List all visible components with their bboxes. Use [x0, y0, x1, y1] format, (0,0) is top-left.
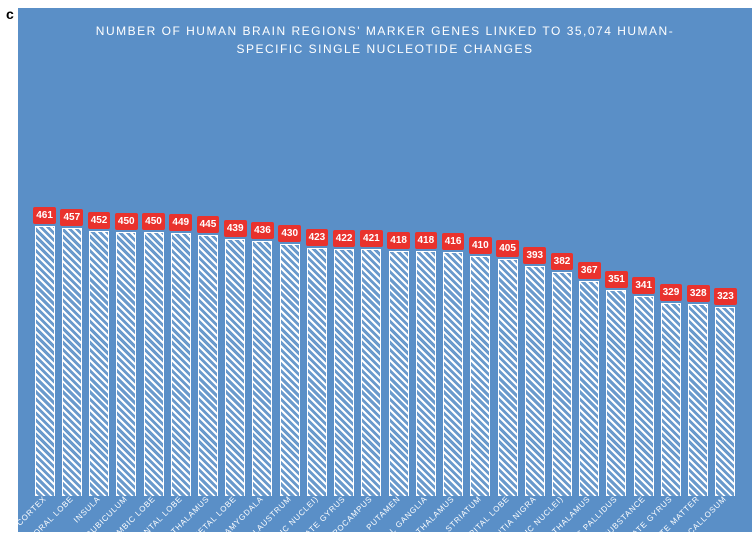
bar [144, 232, 164, 496]
chart-area: NUMBER OF HUMAN BRAIN REGIONS' MARKER GE… [18, 8, 752, 532]
bar [89, 231, 109, 496]
chart-title: NUMBER OF HUMAN BRAIN REGIONS' MARKER GE… [58, 22, 712, 58]
bar [606, 290, 626, 496]
bar [225, 239, 245, 496]
plot-area: 461CEREBRAL CORTEX457TEMPORAL LOBE452INS… [28, 76, 742, 496]
bar-group: 445THALAMUS [195, 216, 220, 496]
bar [334, 249, 354, 496]
bar [116, 232, 136, 496]
bar-group: 393SUBSTANTIA NIGRA [522, 247, 547, 496]
bar-group: 418BASAL GANGLIA [413, 232, 438, 496]
value-label: 421 [360, 230, 383, 247]
bar [715, 307, 735, 496]
bar [634, 296, 654, 496]
bar [389, 251, 409, 496]
bar [280, 244, 300, 496]
bar-group: 323CORPUS CALLOSUM [713, 288, 738, 496]
value-label: 341 [632, 277, 655, 294]
chart-title-line2: SPECIFIC SINGLE NUCLEOTIDE CHANGES [236, 42, 533, 56]
bar [579, 281, 599, 496]
bar [307, 248, 327, 496]
value-label: 382 [551, 253, 574, 270]
chart-title-line1: NUMBER OF HUMAN BRAIN REGIONS' MARKER GE… [96, 24, 674, 38]
bar-group: 328WHITE MATTER [686, 285, 711, 496]
bar [552, 272, 572, 496]
value-label: 461 [33, 207, 56, 224]
bar-group: 329DENTATE GYRUS [658, 284, 683, 496]
bar [35, 226, 55, 496]
value-label: 445 [197, 216, 220, 233]
bar-group: 450SUBICULUM [114, 213, 139, 496]
value-label: 323 [714, 288, 737, 305]
bar-group: 418PUTAMEN [386, 232, 411, 496]
bar [416, 251, 436, 496]
bar [498, 259, 518, 496]
bar [252, 241, 272, 496]
bar [470, 256, 490, 496]
bar-group: 351GLOBUS PALLIDUS [604, 271, 629, 496]
bar-group: 449FRONTAL LOBE [168, 214, 193, 496]
value-label: 416 [442, 233, 465, 250]
value-label: 450 [142, 213, 165, 230]
bar [688, 304, 708, 496]
value-label: 418 [415, 232, 438, 249]
bar [525, 266, 545, 496]
bar-group: 439PARIETAL LOBE [223, 220, 248, 496]
bar-group: 430CLAUSTRUM [277, 225, 302, 496]
bar-group: 457TEMPORAL LOBE [59, 209, 84, 496]
bar-group: 452INSULA [86, 212, 111, 496]
value-label: 418 [387, 232, 410, 249]
bar-group: 367PARAVENTRICULAR NUCLEI OF THALAMUS [577, 262, 602, 496]
bar [361, 249, 381, 496]
value-label: 410 [469, 237, 492, 254]
value-label: 328 [687, 285, 710, 302]
bar-group: 436AMYGDALA [250, 222, 275, 496]
value-label: 430 [278, 225, 301, 242]
value-label: 457 [60, 209, 83, 226]
panel-label: c [6, 6, 14, 22]
bar [62, 228, 82, 496]
value-label: 449 [169, 214, 192, 231]
bar-group: 341CENTRAL GLIAL SUBSTANCE [631, 277, 656, 496]
value-label: 439 [224, 220, 247, 237]
value-label: 422 [333, 230, 356, 247]
value-label: 329 [660, 284, 683, 301]
value-label: 423 [306, 229, 329, 246]
value-label: 436 [251, 222, 274, 239]
value-label: 393 [523, 247, 546, 264]
value-label: 351 [605, 271, 628, 288]
value-label: 452 [88, 212, 111, 229]
value-label: 405 [496, 240, 519, 257]
bar-group: 405OCCIPITAL LOBE [495, 240, 520, 496]
bar-group: 421HIPPOCAMPUS [359, 230, 384, 496]
bar [198, 235, 218, 496]
bar-group: 410STRIATUM [468, 237, 493, 496]
bar-group: 461CEREBRAL CORTEX [32, 207, 57, 496]
bar [661, 303, 681, 496]
bar-group: 423DTM (DORSOMEDIAL GROUP OF THALAMIC NU… [304, 229, 329, 496]
value-label: 450 [115, 213, 138, 230]
bar-group: 450LIMBIC LOBE [141, 213, 166, 496]
bar-group: 422CINGULATE GYRUS [332, 230, 357, 496]
bar-group: 416HYPOTHALAMUS [440, 233, 465, 496]
bar [171, 233, 191, 496]
value-label: 367 [578, 262, 601, 279]
bar [443, 252, 463, 496]
bar-group: 382DMH (DORSOMEDIAL HYPOTHALAMIC NUCLEI) [549, 253, 574, 496]
